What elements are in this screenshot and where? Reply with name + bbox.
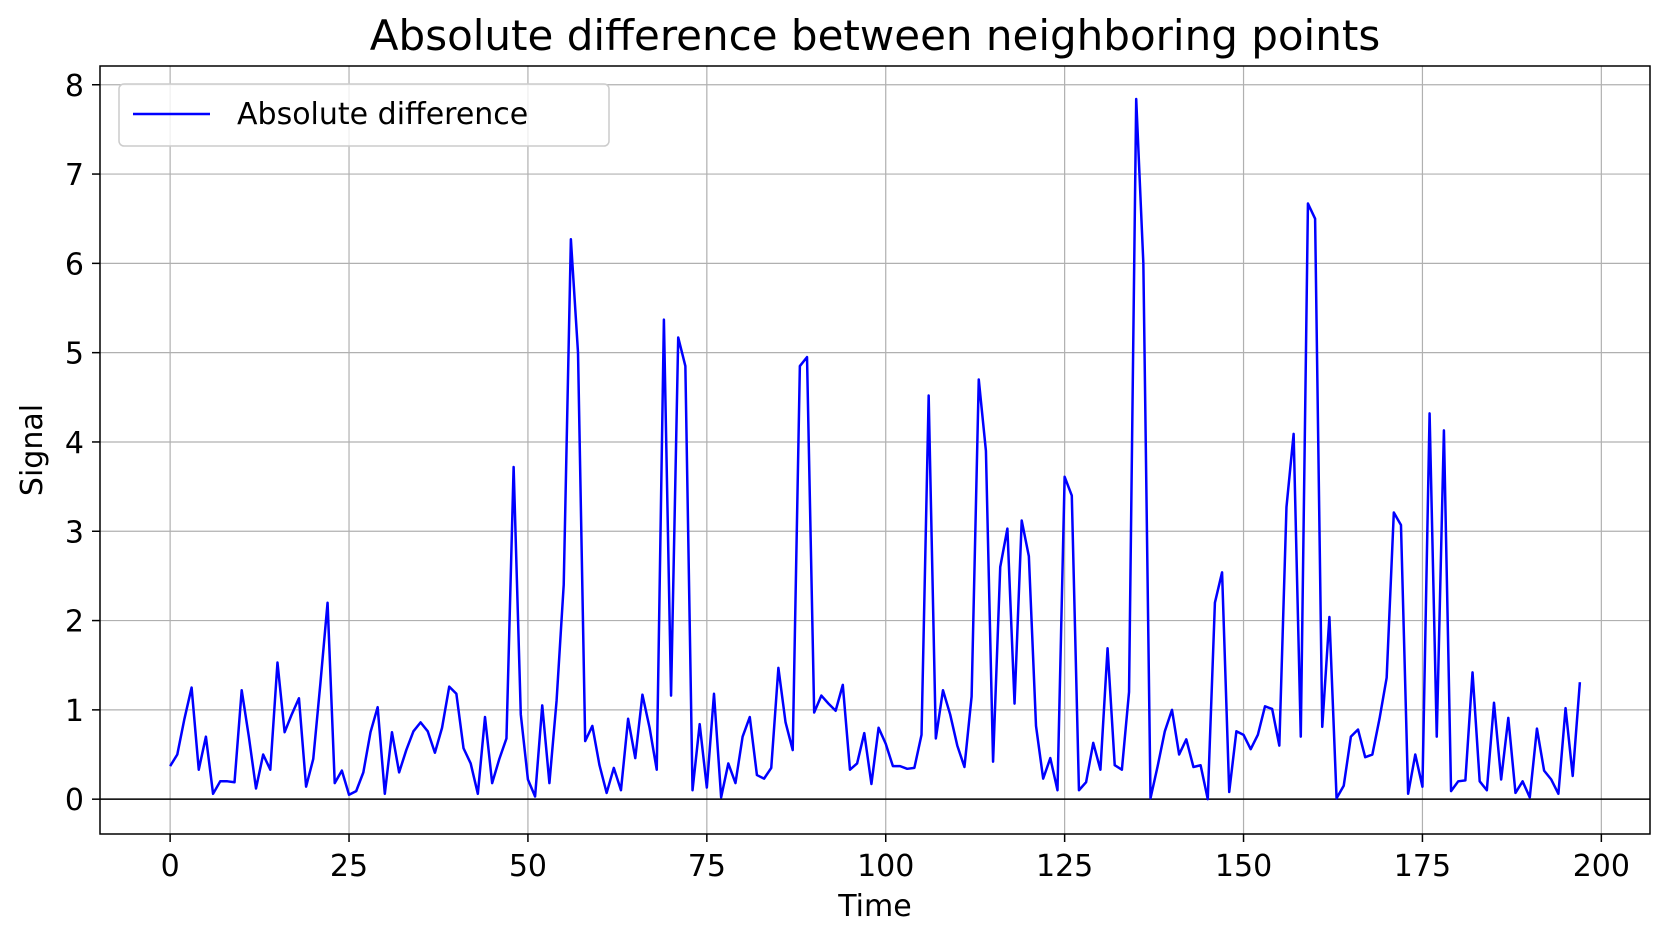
y-tick-label: 7 bbox=[65, 158, 84, 193]
x-tick-label: 125 bbox=[1036, 849, 1093, 884]
y-tick-label: 0 bbox=[65, 783, 84, 818]
y-tick-label: 6 bbox=[65, 247, 84, 282]
x-tick-label: 25 bbox=[330, 849, 368, 884]
legend: Absolute difference bbox=[118, 83, 610, 147]
x-tick-label: 175 bbox=[1394, 849, 1451, 884]
y-tick-label: 3 bbox=[65, 515, 84, 550]
y-axis-title: Signal bbox=[15, 404, 50, 496]
x-tick-label: 0 bbox=[161, 849, 180, 884]
y-tick-label: 5 bbox=[65, 337, 84, 372]
y-tick-label: 1 bbox=[65, 694, 84, 729]
legend-box bbox=[118, 83, 610, 147]
y-tick-label: 2 bbox=[65, 605, 84, 640]
x-tick-label: 75 bbox=[688, 849, 726, 884]
series-line-absolute-difference bbox=[169, 97, 1582, 801]
x-tick-label: 50 bbox=[509, 849, 547, 884]
chart-title: Absolute difference between neighboring … bbox=[370, 11, 1380, 60]
legend-label: Absolute difference bbox=[237, 97, 528, 132]
plot-frame bbox=[99, 65, 1651, 835]
y-tick-label: 4 bbox=[65, 426, 84, 461]
x-axis: 0 25 50 75 100 125 150 175 200 bbox=[161, 834, 1630, 884]
y-tick-label: 8 bbox=[65, 69, 84, 104]
x-tick-label: 200 bbox=[1573, 849, 1630, 884]
y-axis: 0 1 2 3 4 5 6 7 8 bbox=[65, 69, 100, 818]
x-tick-label: 150 bbox=[1215, 849, 1272, 884]
x-tick-label: 100 bbox=[857, 849, 914, 884]
x-axis-title: Time bbox=[837, 889, 911, 924]
